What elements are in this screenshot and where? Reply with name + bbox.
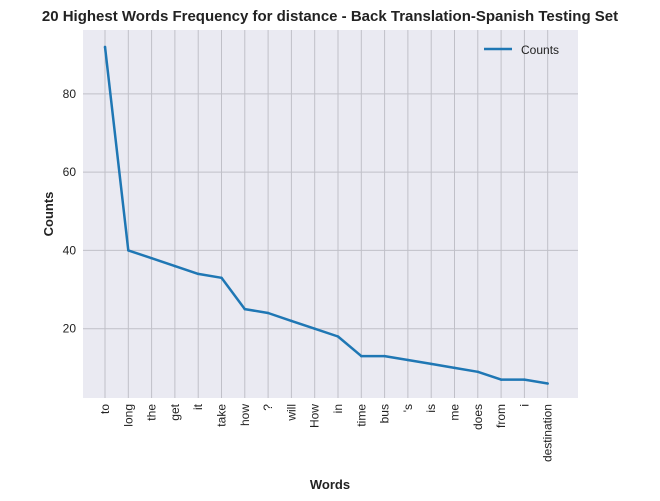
data-point — [336, 335, 340, 338]
x-axis-ticks: to long the get it take how? will How in time bus 's… — [98, 403, 555, 462]
data-point — [476, 370, 480, 374]
x-tick-label: will — [284, 404, 298, 422]
x-tick-label: ? — [261, 404, 275, 411]
x-tick-label: 's — [401, 404, 415, 412]
x-tick-label: the — [145, 404, 159, 421]
x-tick-label: destination — [541, 404, 555, 462]
y-tick-label: 20 — [63, 322, 77, 336]
data-point — [266, 311, 270, 315]
data-point — [196, 272, 200, 276]
series-line-counts — [103, 46, 548, 385]
data-point — [103, 45, 107, 49]
data-point — [150, 256, 153, 260]
data-point — [290, 319, 293, 323]
plot-area — [83, 30, 578, 398]
x-tick-label: how — [238, 404, 252, 426]
data-point — [220, 276, 223, 280]
x-tick-label: in — [331, 404, 345, 413]
x-tick-label: get — [168, 403, 182, 420]
data-point — [360, 354, 363, 358]
grid-lines — [83, 30, 578, 398]
y-axis-ticks: 20 40 60 80 — [63, 87, 77, 336]
data-point — [313, 327, 316, 330]
chart-title: 20 Highest Words Frequency for distance … — [42, 8, 618, 25]
data-point — [546, 382, 549, 385]
data-point — [127, 249, 130, 252]
x-tick-label: How — [308, 404, 322, 428]
data-point — [383, 354, 386, 358]
x-tick-label: from — [494, 404, 508, 428]
x-tick-label: does — [471, 404, 485, 430]
y-tick-label: 40 — [63, 243, 77, 257]
data-point — [499, 378, 503, 381]
data-series — [103, 45, 549, 385]
x-tick-label: take — [215, 404, 229, 427]
x-tick-label: me — [448, 404, 462, 421]
data-point — [173, 264, 177, 268]
x-tick-label: long — [121, 404, 135, 427]
data-point — [523, 378, 526, 381]
y-tick-label: 60 — [63, 165, 77, 179]
data-point — [429, 362, 433, 366]
data-point — [406, 358, 410, 362]
legend-label-counts: Counts — [521, 43, 559, 57]
x-tick-label: time — [354, 404, 368, 427]
y-tick-label: 80 — [63, 87, 77, 101]
x-tick-label: to — [98, 404, 112, 414]
x-tick-label: it — [191, 403, 205, 410]
legend: Counts — [484, 43, 559, 57]
y-axis-label: Counts — [41, 192, 56, 237]
x-axis-label: Words — [310, 477, 350, 492]
x-tick-label: is — [424, 404, 438, 413]
x-tick-label: i — [517, 404, 531, 407]
data-point — [243, 307, 247, 311]
x-tick-label: bus — [378, 404, 392, 423]
data-point — [453, 366, 456, 370]
